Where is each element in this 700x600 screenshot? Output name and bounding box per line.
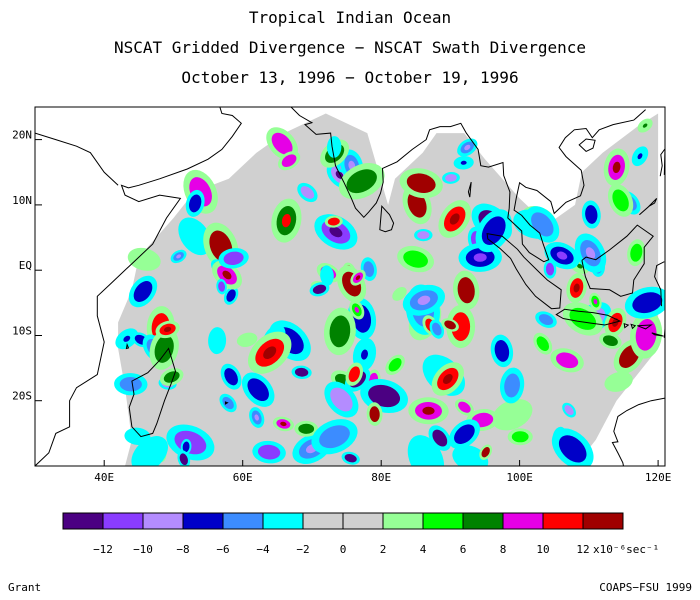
colorbar-tick-label: −6 bbox=[216, 543, 229, 556]
lat-tick-label: 20N bbox=[12, 129, 32, 142]
colorbar-swatch bbox=[542, 512, 584, 530]
credit-left: Grant bbox=[8, 581, 42, 594]
colorbar-swatch bbox=[62, 512, 104, 530]
lon-tick-label: 80E bbox=[371, 471, 391, 484]
colorbar-swatch bbox=[382, 512, 424, 530]
lat-tick-label: 20S bbox=[12, 390, 32, 403]
colorbar-swatch bbox=[222, 512, 264, 530]
date-range: October 13, 1996 − October 19, 1996 bbox=[181, 68, 519, 87]
colorbar-tick-label: −12 bbox=[93, 543, 113, 556]
divergence-field bbox=[114, 113, 665, 466]
map-subtitle: NSCAT Gridded Divergence − NSCAT Swath D… bbox=[113, 38, 586, 57]
coastlines bbox=[35, 107, 665, 466]
colorbar-tick-label: −4 bbox=[256, 543, 270, 556]
colorbar-swatch bbox=[342, 512, 384, 530]
colorbar-swatch bbox=[582, 512, 624, 530]
longitude-axis: 40E 60E 80E 100E 120E bbox=[94, 460, 671, 484]
colorbar-tick-label: 6 bbox=[460, 543, 467, 556]
colorbar: −12 −10 −8 −6 −4 −2 0 2 4 6 8 10 12 x10⁻⁶sec⁻¹ bbox=[62, 512, 659, 556]
colorbar-swatch bbox=[102, 512, 144, 530]
lon-tick-label: 60E bbox=[233, 471, 253, 484]
lon-tick-label: 40E bbox=[94, 471, 114, 484]
latitude-axis: 20N 10N EQ 10S 20S bbox=[12, 129, 42, 403]
colorbar-swatch bbox=[502, 512, 544, 530]
colorbar-tick-label: −10 bbox=[133, 543, 153, 556]
lat-tick-label: 10N bbox=[12, 194, 32, 207]
colorbar-swatch bbox=[422, 512, 464, 530]
map-title: Tropical Indian Ocean bbox=[248, 8, 452, 27]
colorbar-tick-label: −2 bbox=[296, 543, 309, 556]
colorbar-swatch bbox=[142, 512, 184, 530]
colorbar-swatch bbox=[302, 512, 344, 530]
colorbar-tick-label: 2 bbox=[380, 543, 387, 556]
colorbar-tick-label: −8 bbox=[176, 543, 189, 556]
lat-tick-label: EQ bbox=[19, 259, 32, 272]
lon-tick-label: 120E bbox=[645, 471, 672, 484]
colorbar-tick-label: 4 bbox=[420, 543, 427, 556]
colorbar-swatch bbox=[182, 512, 224, 530]
map-frame bbox=[34, 106, 666, 467]
lon-tick-label: 100E bbox=[506, 471, 533, 484]
colorbar-tick-label: 8 bbox=[500, 543, 507, 556]
colorbar-swatch bbox=[462, 512, 504, 530]
colorbar-tick-label: 12 bbox=[576, 543, 589, 556]
lat-tick-label: 10S bbox=[12, 325, 32, 338]
colorbar-tick-label: 0 bbox=[340, 543, 347, 556]
colorbar-swatch bbox=[262, 512, 304, 530]
colorbar-tick-label: 10 bbox=[536, 543, 549, 556]
credit-right: COAPS−FSU 1999 bbox=[599, 581, 692, 594]
colorbar-units: x10⁻⁶sec⁻¹ bbox=[593, 543, 659, 556]
